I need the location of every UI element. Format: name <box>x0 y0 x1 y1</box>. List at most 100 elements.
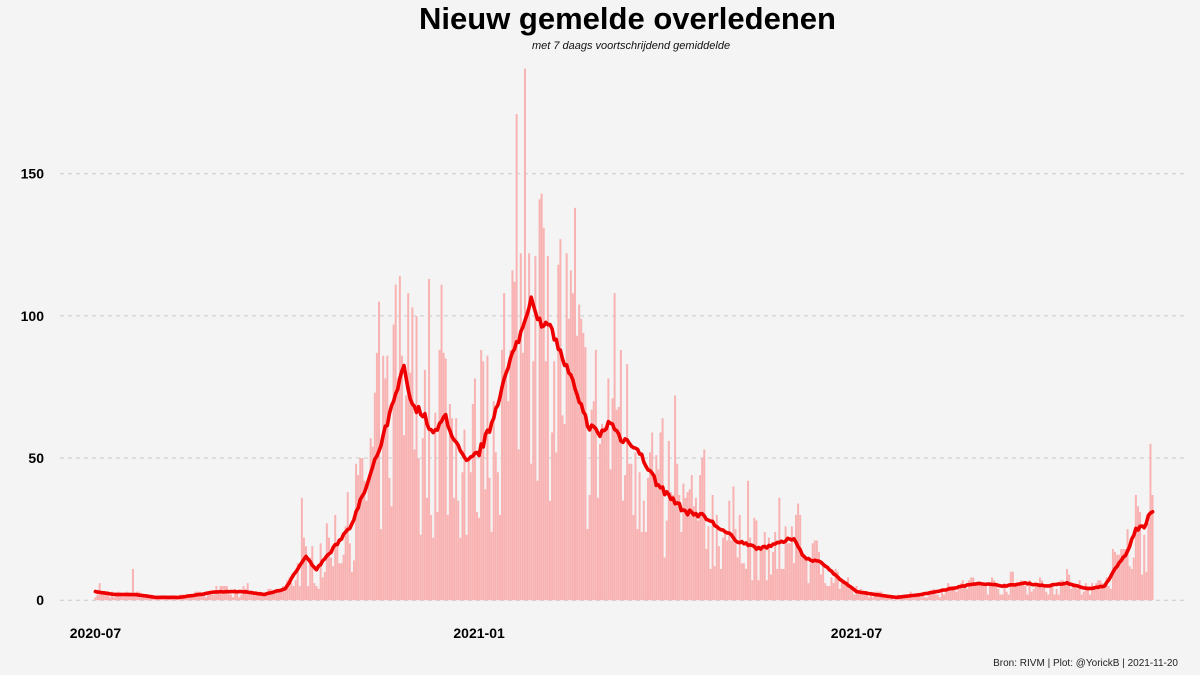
daily-bar <box>188 597 191 601</box>
daily-bar <box>538 199 541 601</box>
daily-bar <box>1072 583 1075 601</box>
daily-bar <box>1057 594 1060 601</box>
daily-bar <box>1107 585 1110 601</box>
daily-bar <box>1041 580 1044 601</box>
daily-bar <box>580 318 583 601</box>
daily-bar <box>463 429 466 601</box>
daily-bar <box>936 594 939 601</box>
daily-bar <box>352 560 355 601</box>
daily-bar <box>605 426 608 601</box>
daily-bar <box>932 588 935 601</box>
daily-bar <box>649 452 652 601</box>
daily-bar <box>1103 585 1106 601</box>
daily-bar <box>780 568 783 601</box>
daily-bar <box>236 591 239 601</box>
daily-bar <box>484 489 487 601</box>
daily-bar <box>940 591 943 601</box>
daily-bar <box>425 497 428 601</box>
daily-bar <box>615 409 618 601</box>
daily-bar <box>865 591 868 601</box>
daily-bar <box>603 426 606 601</box>
daily-bar <box>1034 585 1037 601</box>
daily-bar <box>421 438 424 601</box>
daily-bar <box>809 563 812 601</box>
daily-bar <box>911 597 914 601</box>
daily-bar <box>1043 585 1046 601</box>
daily-bar <box>1007 594 1010 601</box>
daily-bar <box>951 585 954 601</box>
daily-bar <box>767 537 770 601</box>
x-axis: 2020-07 2021-01 2021-07 <box>70 625 883 641</box>
daily-bar <box>1076 588 1079 601</box>
daily-bar <box>763 531 766 601</box>
daily-bar <box>494 452 497 601</box>
daily-bar <box>918 594 921 601</box>
daily-bar <box>327 537 330 601</box>
y-axis: 0 50 100 150 <box>21 166 45 608</box>
daily-bar <box>390 506 393 601</box>
daily-bar <box>957 588 960 601</box>
daily-bar <box>709 568 712 601</box>
daily-bar <box>398 276 401 601</box>
daily-bar <box>300 497 303 601</box>
daily-bar <box>250 591 253 601</box>
daily-bar <box>634 452 637 601</box>
daily-bar <box>1145 571 1148 601</box>
daily-bar <box>817 551 820 601</box>
daily-bar <box>417 458 420 601</box>
daily-bar <box>104 591 107 601</box>
daily-bar <box>338 563 341 601</box>
daily-bar <box>540 193 543 601</box>
daily-bar <box>1151 495 1154 601</box>
daily-bar <box>765 580 768 601</box>
daily-bar <box>788 543 791 601</box>
daily-bar <box>480 350 483 601</box>
daily-bar <box>386 355 389 601</box>
daily-bar <box>980 585 983 601</box>
y-tick-label: 150 <box>21 166 45 182</box>
daily-bar <box>200 594 203 601</box>
daily-bar <box>207 594 210 601</box>
daily-bar <box>551 432 554 601</box>
daily-bar <box>340 563 343 601</box>
daily-bar <box>778 497 781 601</box>
daily-bar <box>461 472 464 601</box>
daily-bar <box>526 313 529 601</box>
daily-bar <box>204 597 207 601</box>
daily-bar <box>555 452 558 601</box>
daily-bar <box>759 549 762 601</box>
daily-bar <box>815 540 818 601</box>
daily-bar <box>498 514 501 601</box>
daily-bar <box>1047 594 1050 601</box>
daily-bar <box>920 597 923 601</box>
daily-bar <box>732 486 735 601</box>
daily-bar <box>694 497 697 601</box>
daily-bar <box>307 585 310 601</box>
daily-bar <box>317 588 320 601</box>
daily-bar <box>630 463 633 601</box>
daily-bar <box>965 588 968 601</box>
daily-bar <box>265 594 268 601</box>
daily-bar <box>309 557 312 601</box>
daily-bar <box>1070 588 1073 601</box>
daily-bar <box>734 529 737 601</box>
daily-bar <box>619 350 622 601</box>
y-tick-label: 0 <box>36 592 44 608</box>
daily-bar <box>409 372 412 601</box>
chart-subtitle: met 7 daags voortschrijdend gemiddelde <box>531 40 731 52</box>
daily-bar <box>834 568 837 601</box>
daily-bar <box>913 594 916 601</box>
daily-bar <box>576 335 579 601</box>
daily-bar <box>644 531 647 601</box>
daily-bar <box>350 571 353 601</box>
daily-bar <box>298 585 301 601</box>
daily-bar <box>546 256 549 601</box>
daily-bar <box>722 537 725 601</box>
daily-bar <box>106 591 109 601</box>
daily-bar <box>1074 583 1077 601</box>
daily-bar <box>388 477 391 601</box>
daily-bar <box>469 472 472 601</box>
daily-bar <box>496 472 499 601</box>
daily-bar <box>382 355 385 601</box>
daily-bar <box>365 500 368 601</box>
